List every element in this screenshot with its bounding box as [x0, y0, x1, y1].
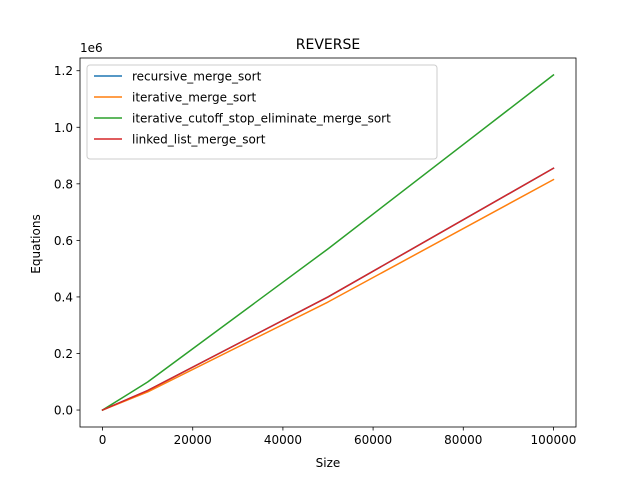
y-tick-label: 0.2 [54, 347, 73, 361]
x-tick-label: 40000 [264, 433, 302, 447]
legend-label-1: iterative_merge_sort [132, 91, 257, 105]
axes-frame [79, 57, 577, 428]
chart-title: REVERSE [296, 37, 360, 53]
y-tick-label: 1.0 [54, 121, 73, 135]
y-tick-label: 0.0 [54, 404, 73, 418]
plot-area: 0 20000 40000 60000 80000 100000 0.0 0.2 0.4 0.6 0… [54, 57, 577, 447]
legend-label-0: recursive_merge_sort [132, 70, 262, 84]
y-axis-label: Equations [29, 214, 43, 273]
legend-label-3: linked_list_merge_sort [132, 133, 266, 147]
legend-label-2: iterative_cutoff_stop_eliminate_merge_so… [132, 112, 391, 126]
legend: recursive_merge_sort iterative_merge_sort… [86, 64, 438, 160]
x-axis-label: Size [316, 456, 341, 470]
series-line-3 [101, 167, 555, 412]
y-tick-label: 0.8 [54, 177, 73, 191]
x-tick-label: 80000 [444, 433, 482, 447]
x-tick-label: 100000 [531, 433, 577, 447]
x-tick-label: 0 [99, 433, 107, 447]
series-lines [101, 73, 555, 412]
x-tick-label: 20000 [174, 433, 212, 447]
series-line-2 [101, 73, 555, 412]
legend-box [86, 64, 438, 160]
x-tick-label: 60000 [354, 433, 392, 447]
y-offset-text: 1e6 [80, 41, 103, 55]
y-tick-label: 0.4 [54, 290, 73, 304]
y-tick-label: 0.6 [54, 234, 73, 248]
y-tick-label: 1.2 [54, 64, 73, 78]
